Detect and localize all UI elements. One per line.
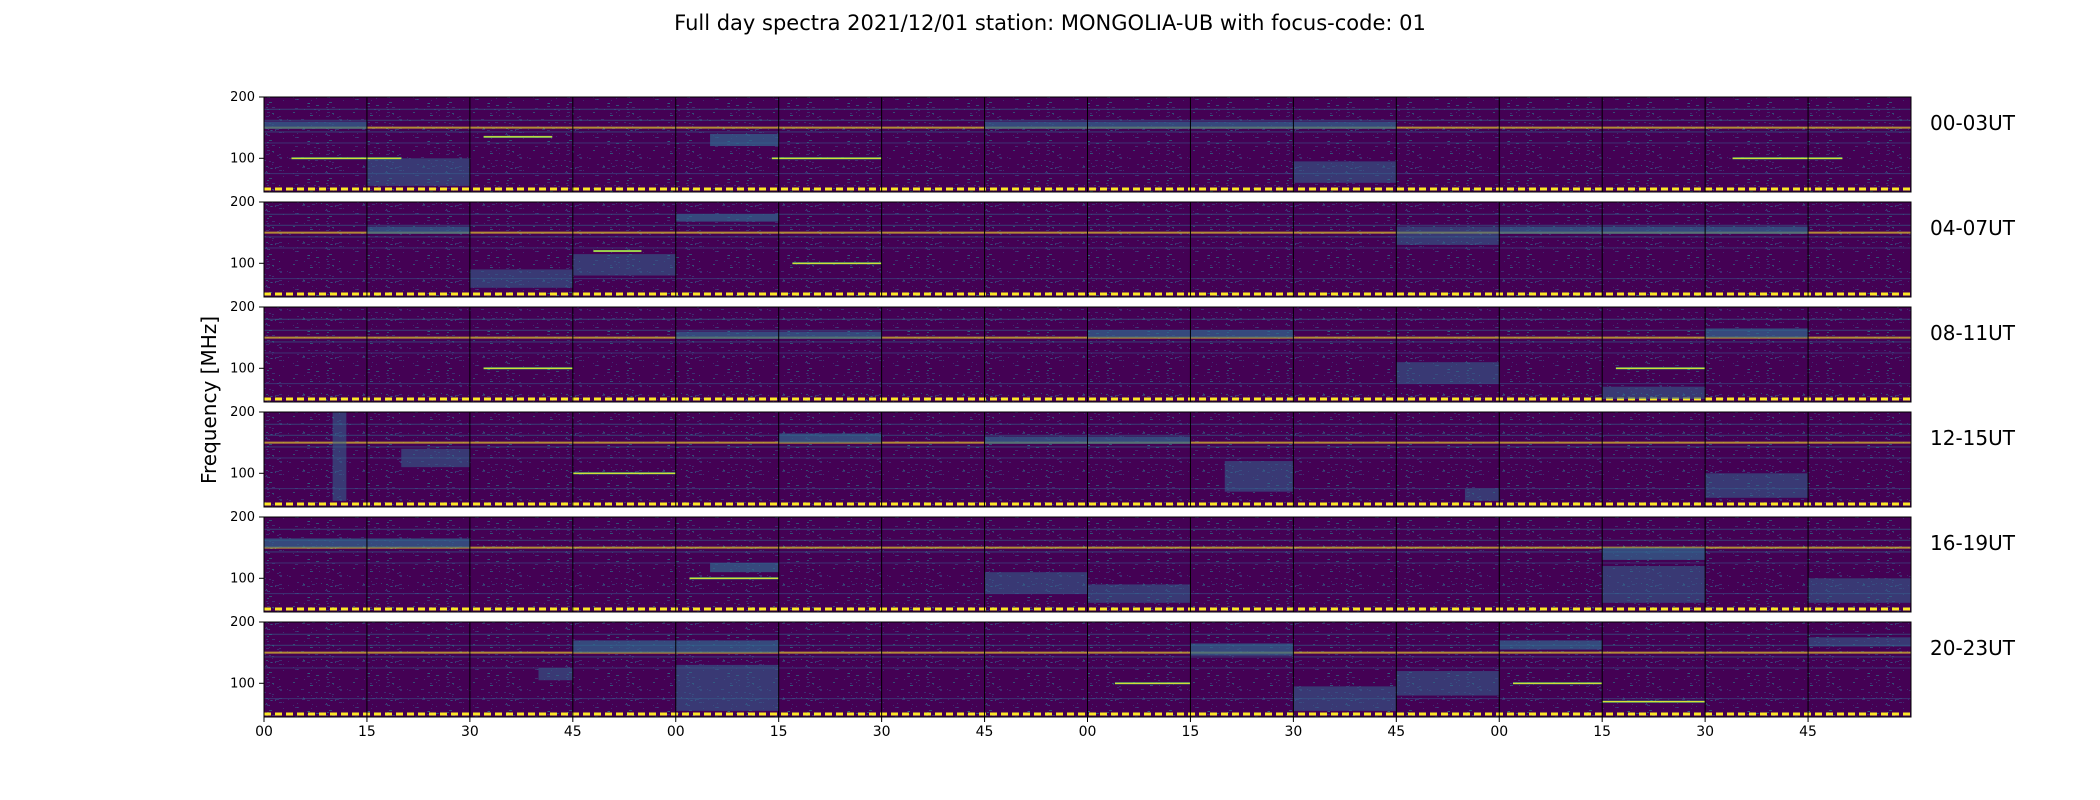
emission-burst xyxy=(1087,584,1191,603)
y-tick-label: 200 xyxy=(230,195,255,210)
emission-burst xyxy=(538,667,573,681)
emission-band xyxy=(264,121,367,129)
tone-line-core xyxy=(483,136,553,138)
emission-burst xyxy=(1602,566,1706,603)
x-tick-label: 45 xyxy=(1799,724,1817,740)
tone-line-core xyxy=(572,472,676,474)
panel-border xyxy=(263,96,1912,193)
panel-border xyxy=(263,306,1912,403)
row-label: 16-19UT xyxy=(1930,531,2016,555)
emission-band xyxy=(710,133,779,147)
x-tick-label: 45 xyxy=(1387,724,1405,740)
emission-burst xyxy=(401,448,470,468)
emission-band xyxy=(675,214,779,222)
spectra-row: 100 200 08-11UT xyxy=(230,300,2016,403)
emission-burst xyxy=(1705,473,1809,498)
x-tick-label: 30 xyxy=(1696,724,1714,740)
x-tick-label: 00 xyxy=(1490,724,1508,740)
y-tick-label: 100 xyxy=(230,466,255,481)
y-tick-label: 200 xyxy=(230,615,255,630)
emission-burst xyxy=(1464,488,1500,501)
row-label: 20-23UT xyxy=(1930,636,2016,660)
tone-line-core xyxy=(1732,157,1843,159)
spectra-row: 100 200 16-19UT xyxy=(230,510,2016,613)
emission-band xyxy=(1499,226,1809,234)
tone-line-core xyxy=(483,367,573,369)
y-tick-label: 100 xyxy=(230,571,255,586)
emission-burst xyxy=(984,572,1088,594)
emission-burst xyxy=(1808,578,1911,603)
emission-burst xyxy=(332,412,347,501)
y-tick-label: 100 xyxy=(230,361,255,376)
chart-title: Full day spectra 2021/12/01 station: MON… xyxy=(674,11,1426,35)
tone-line-core xyxy=(593,250,642,252)
spectra-row: 100 200 12-15UT xyxy=(230,405,2016,508)
emission-band xyxy=(1602,547,1706,560)
y-tick-label: 200 xyxy=(230,510,255,525)
tone-line-core xyxy=(771,157,882,159)
emission-burst xyxy=(1396,362,1500,384)
x-tick-label: 30 xyxy=(461,724,479,740)
spectra-row: 100 200 04-07UT xyxy=(230,195,2016,298)
emission-burst xyxy=(469,269,573,288)
x-tick-label: 00 xyxy=(667,724,685,740)
tone-line-core xyxy=(1602,701,1706,703)
emission-burst xyxy=(1293,686,1397,711)
emission-band xyxy=(710,562,779,573)
tone-line-core xyxy=(1615,367,1706,369)
emission-band xyxy=(1499,640,1603,650)
spectra-row: 100 200 20-23UT xyxy=(230,615,2016,718)
x-tick-label: 45 xyxy=(564,724,582,740)
x-tick-label: 00 xyxy=(1079,724,1097,740)
x-tick-label: 45 xyxy=(976,724,994,740)
emission-burst xyxy=(1808,637,1911,647)
tone-line-core xyxy=(689,577,779,579)
emission-band xyxy=(1190,643,1294,656)
x-tick-label: 30 xyxy=(873,724,891,740)
y-tick-label: 100 xyxy=(230,256,255,271)
emission-burst xyxy=(1224,461,1294,492)
emission-band xyxy=(1705,328,1809,338)
y-tick-label: 200 xyxy=(230,405,255,420)
emission-burst xyxy=(1293,161,1397,183)
row-label: 00-03UT xyxy=(1930,111,2016,135)
tone-line-core xyxy=(1512,682,1603,684)
tone-line-core xyxy=(291,157,402,159)
x-tick-label: 00 xyxy=(255,724,273,740)
y-tick-label: 200 xyxy=(230,90,255,105)
row-label: 12-15UT xyxy=(1930,426,2016,450)
emission-burst xyxy=(675,664,779,711)
emission-burst xyxy=(366,158,470,186)
tone-line-core xyxy=(792,262,882,264)
tone-line-core xyxy=(1114,682,1191,684)
emission-band xyxy=(366,226,470,234)
x-tick-label: 15 xyxy=(358,724,376,740)
row-label: 04-07UT xyxy=(1930,216,2016,240)
x-tick-label: 15 xyxy=(1593,724,1611,740)
emission-band xyxy=(778,433,882,443)
y-tick-label: 200 xyxy=(230,300,255,315)
x-tick-label: 15 xyxy=(770,724,788,740)
emission-burst xyxy=(572,254,676,276)
emission-burst xyxy=(1602,386,1706,399)
spectra-row: 100 200 00-03UT xyxy=(230,90,2016,193)
emission-burst xyxy=(1396,671,1500,696)
x-tick-label: 30 xyxy=(1284,724,1302,740)
row-label: 08-11UT xyxy=(1930,321,2016,345)
panel-border xyxy=(263,516,1912,613)
y-tick-label: 100 xyxy=(230,151,255,166)
panel-border xyxy=(263,201,1912,298)
panel-border xyxy=(263,411,1912,508)
x-tick-label: 15 xyxy=(1182,724,1200,740)
y-tick-label: 100 xyxy=(230,676,255,691)
emission-burst xyxy=(1396,226,1500,245)
